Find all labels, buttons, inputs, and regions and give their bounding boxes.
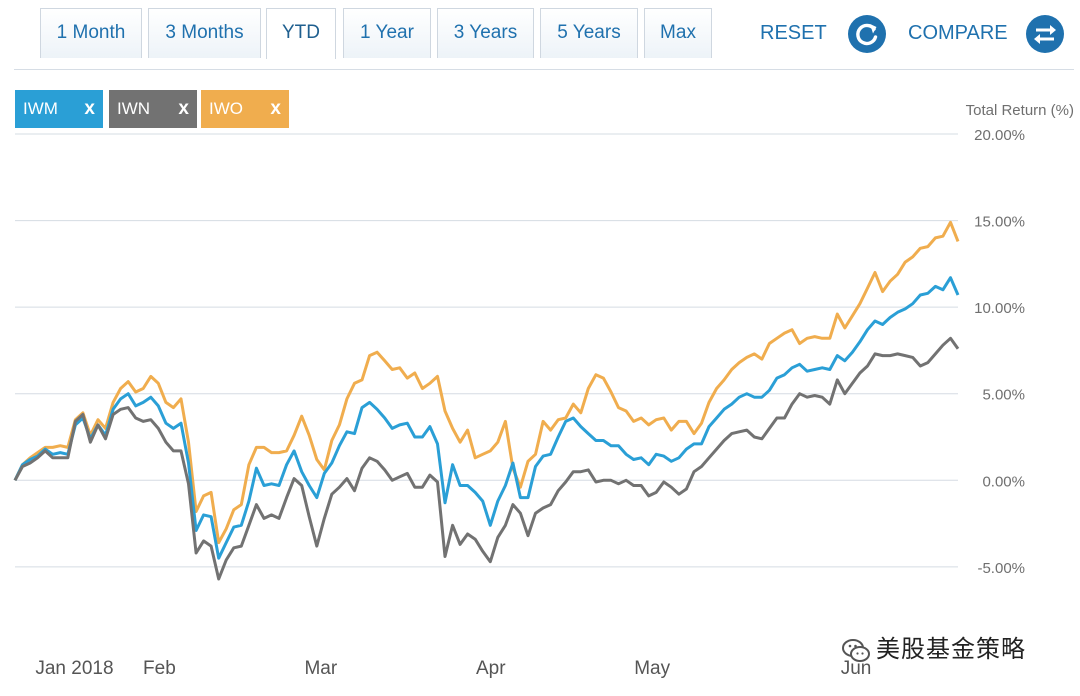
x-tick-label: May — [634, 658, 670, 679]
tab-1-year[interactable]: 1 Year — [343, 8, 431, 58]
remove-iwm-button[interactable]: x — [84, 98, 95, 119]
y-tick-label: 10.00% — [974, 300, 1025, 317]
ticker-chip-iwm: IWM x — [15, 90, 103, 128]
y-tick-label: 0.00% — [982, 473, 1025, 490]
series-line-iwm — [13, 276, 960, 560]
reset-button[interactable]: RESET — [760, 22, 827, 44]
tab-ytd[interactable]: YTD — [266, 8, 336, 59]
wechat-icon — [842, 638, 870, 662]
y-tick-label: 15.00% — [974, 214, 1025, 231]
tab-strip-divider — [14, 69, 1074, 70]
compare-button[interactable]: COMPARE — [908, 22, 1008, 44]
y-tick-label: -5.00% — [977, 560, 1025, 577]
refresh-icon[interactable] — [848, 15, 886, 53]
remove-iwn-button[interactable]: x — [178, 98, 189, 119]
ticker-label-iwn: IWN — [117, 99, 151, 118]
tab-3-years[interactable]: 3 Years — [437, 8, 534, 58]
ticker-label-iwo: IWO — [209, 99, 243, 118]
swap-arrows-icon[interactable] — [1026, 15, 1064, 53]
ticker-chip-iwo: IWO x — [201, 90, 289, 128]
x-tick-label: Feb — [143, 658, 176, 679]
tab-1-month[interactable]: 1 Month — [40, 8, 142, 58]
y-tick-label: 5.00% — [982, 387, 1025, 404]
series-line-iwn — [13, 336, 960, 581]
watermark-text: 美股基金策略 — [876, 636, 1026, 663]
x-tick-label: Apr — [476, 658, 506, 679]
x-tick-label: Mar — [304, 658, 337, 679]
series-line-iwo — [13, 220, 960, 545]
ticker-chip-iwn: IWN x — [109, 90, 197, 128]
y-tick-label: 20.00% — [974, 127, 1025, 144]
remove-iwo-button[interactable]: x — [270, 98, 281, 119]
y-axis-title: Total Return (%) — [965, 102, 1074, 119]
tab-3-months[interactable]: 3 Months — [148, 8, 261, 58]
x-tick-label: Jan 2018 — [35, 658, 113, 679]
ticker-label-iwm: IWM — [23, 99, 58, 118]
watermark: 美股基金策略 — [840, 630, 1026, 670]
tab-max[interactable]: Max — [644, 8, 712, 58]
tab-5-years[interactable]: 5 Years — [540, 8, 638, 58]
x-tick-label: Jun — [841, 658, 872, 679]
